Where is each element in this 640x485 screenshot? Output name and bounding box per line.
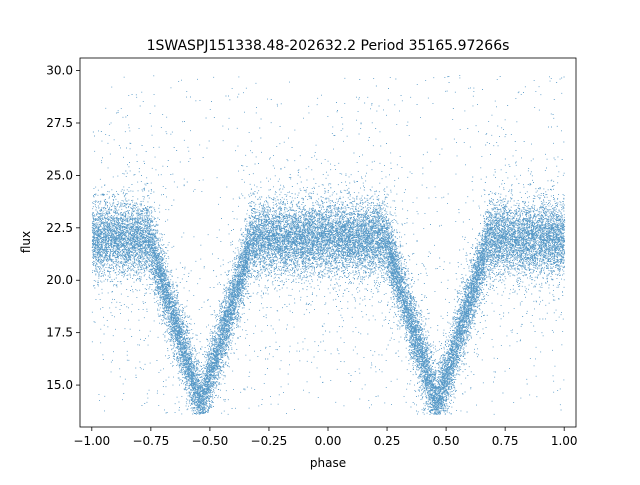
y-tick-label: 22.5 bbox=[46, 221, 73, 235]
data-points bbox=[91, 75, 566, 415]
scatter-points bbox=[91, 75, 566, 415]
x-axis-ticks: −1.00 −0.75 −0.50 −0.25 0.00 0.25 0.50 0.75 1.00 bbox=[73, 427, 578, 448]
x-tick-label: −0.25 bbox=[251, 434, 288, 448]
y-tick-label: 30.0 bbox=[46, 64, 73, 78]
x-tick-label: 1.00 bbox=[551, 434, 578, 448]
x-tick-label: 0.00 bbox=[315, 434, 342, 448]
x-tick-label: −0.75 bbox=[132, 434, 169, 448]
y-axis-label: flux bbox=[19, 231, 33, 253]
x-tick-label: 0.75 bbox=[492, 434, 519, 448]
y-tick-label: 25.0 bbox=[46, 168, 73, 182]
chart-title: 1SWASPJ151338.48-202632.2 Period 35165.9… bbox=[147, 38, 510, 54]
y-tick-label: 17.5 bbox=[46, 326, 73, 340]
x-tick-label: −1.00 bbox=[73, 434, 110, 448]
y-tick-label: 20.0 bbox=[46, 273, 73, 287]
y-tick-label: 27.5 bbox=[46, 116, 73, 130]
y-axis-ticks: 15.0 17.5 20.0 22.5 25.0 27.5 30.0 bbox=[46, 64, 80, 392]
x-tick-label: 0.50 bbox=[433, 434, 460, 448]
x-tick-label: 0.25 bbox=[374, 434, 401, 448]
y-tick-label: 15.0 bbox=[46, 378, 73, 392]
x-axis-label: phase bbox=[310, 456, 346, 470]
x-tick-label: −0.50 bbox=[192, 434, 229, 448]
